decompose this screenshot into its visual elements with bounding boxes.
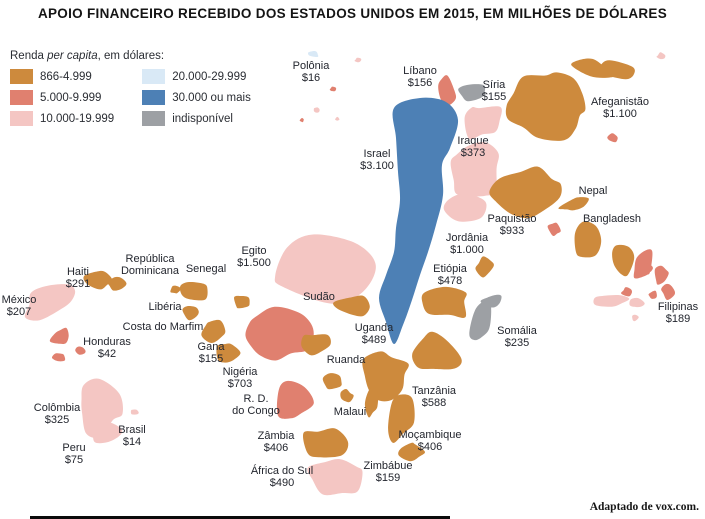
country-shape-somalia — [469, 299, 492, 341]
country-shape-costa-do-marfim — [201, 319, 226, 344]
legend-swatch-orange — [10, 69, 33, 84]
country-shape-egito — [274, 234, 376, 304]
legend-item-label: indisponível — [172, 112, 233, 125]
country-shape-gana — [216, 343, 241, 363]
map-shape-extra — [593, 294, 630, 307]
country-shape-jordania — [443, 193, 487, 222]
map-shape-extra — [335, 116, 340, 121]
map-shape-extra — [329, 86, 337, 92]
map-shape-extra — [547, 222, 561, 237]
legend-item-gray: indisponível — [142, 111, 251, 126]
country-shape-etiopia — [421, 286, 467, 318]
legend-item-label: 866-4.999 — [40, 70, 92, 83]
country-shape-iraque — [464, 106, 502, 140]
legend-swatch-salmon — [10, 90, 33, 105]
country-shape-zambia — [302, 428, 349, 458]
map-shape-extra — [632, 314, 639, 322]
country-shape-zimbabue — [398, 442, 426, 462]
legend-swatch-lightblue — [142, 69, 166, 84]
page-title: APOIO FINANCEIRO RECEBIDO DOS ESTADOS UN… — [37, 6, 668, 21]
legend-title-suffix: , em dólares: — [97, 50, 165, 62]
legend-swatch-gray — [142, 111, 166, 126]
map-shape-extra — [234, 295, 250, 309]
country-shape-peru — [93, 422, 123, 444]
map-shape-extra — [313, 107, 320, 113]
country-shape-nepal — [558, 197, 589, 211]
legend-swatch-blue — [142, 90, 166, 105]
country-shape-haiti — [83, 270, 113, 290]
map-shape-extra — [656, 52, 666, 60]
country-shape-ruanda — [322, 373, 342, 390]
country-shape-africa-do-sul — [307, 459, 363, 496]
map-shape-extra — [170, 285, 181, 294]
map-shape-extra — [299, 117, 304, 123]
map-shape-extra — [354, 57, 362, 63]
legend-item-label: 20.000-29.999 — [172, 70, 247, 83]
map-shape-extra — [51, 353, 66, 362]
country-shape-uganda — [301, 334, 331, 356]
country-shape-sudao — [333, 295, 370, 317]
map-shape-extra — [475, 256, 494, 278]
country-shape-filipinas — [648, 290, 657, 299]
country-shape-nigeria — [245, 306, 314, 361]
country-shape-republica-dominicana — [107, 276, 127, 291]
country-shape-afeganistao — [571, 58, 616, 78]
legend-item-label: 5.000-9.999 — [40, 91, 102, 104]
map-shape-extra — [412, 331, 462, 370]
legend-swatch-pink — [10, 111, 33, 126]
country-shape-r-d-do-congo — [276, 380, 314, 419]
map-shape-extra — [607, 133, 618, 143]
map-shape-extra — [633, 249, 653, 279]
legend-item-label: 30.000 ou mais — [172, 91, 251, 104]
country-shape-mexico — [24, 284, 76, 321]
legend-title-italic: per capita — [47, 50, 98, 62]
legend: Renda per capita, em dólares: 866-4.999 5… — [10, 50, 251, 126]
map-shape-extra — [621, 287, 633, 297]
legend-item-salmon: 5.000-9.999 — [10, 90, 114, 105]
country-shape-honduras — [49, 327, 69, 345]
country-shape-siria — [458, 84, 486, 102]
source-credit: Adaptado de vox.com. — [589, 501, 699, 513]
legend-item-pink: 10.000-19.999 — [10, 111, 114, 126]
country-shape-somalia — [480, 294, 502, 308]
bottom-edge-bar — [30, 516, 450, 519]
legend-item-orange: 866-4.999 — [10, 69, 114, 84]
country-shape-israel — [379, 97, 459, 345]
country-shape-filipinas — [643, 263, 653, 273]
country-shape-malaui — [364, 386, 379, 418]
country-shape-bangladesh — [574, 221, 602, 258]
legend-title: Renda per capita, em dólares: — [10, 50, 251, 62]
country-shape-brasil — [130, 409, 139, 415]
map-shape-extra — [612, 244, 635, 277]
country-shape-colombia — [81, 378, 123, 438]
country-shape-polonia — [307, 51, 319, 58]
country-shape-iraque — [450, 141, 499, 197]
country-shape-afeganistao — [505, 72, 586, 141]
country-shape-liberia — [182, 305, 199, 321]
legend-item-lightblue: 20.000-29.999 — [142, 69, 251, 84]
legend-item-blue: 30.000 ou mais — [142, 90, 251, 105]
country-shape-mocambique — [388, 394, 415, 443]
country-shape-paquistao — [489, 166, 562, 219]
legend-items: 866-4.999 5.000-9.999 10.000-19.999 20.000-… — [10, 69, 251, 126]
country-shape-ruanda — [340, 388, 354, 403]
map-shape-extra — [75, 346, 86, 355]
legend-title-prefix: Renda — [10, 50, 48, 62]
country-shape-senegal — [179, 281, 208, 301]
country-shape-filipinas — [661, 283, 676, 301]
country-shape-filipinas — [654, 265, 669, 285]
legend-item-label: 10.000-19.999 — [40, 112, 115, 125]
country-shape-libano — [438, 75, 457, 107]
map-shape-extra — [629, 297, 645, 308]
